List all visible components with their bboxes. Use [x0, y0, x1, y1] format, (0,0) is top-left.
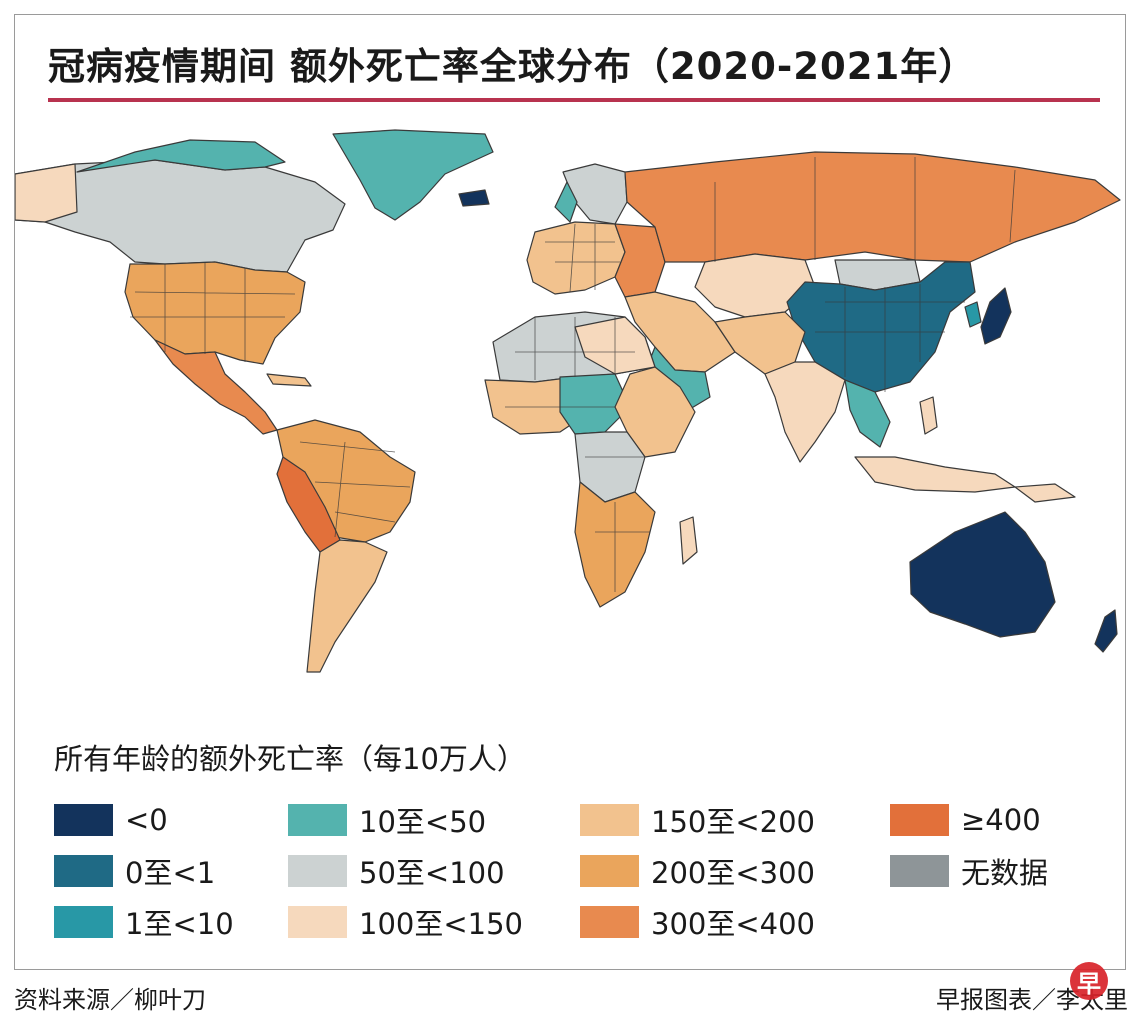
legend-item-50to100: 50至<100 [288, 854, 505, 890]
legend-label: 200至<300 [651, 856, 816, 890]
region-canada-north [76, 139, 286, 173]
legend-label: 300至<400 [651, 907, 816, 941]
region-alaska [15, 163, 78, 223]
legend-label: 100至<150 [359, 907, 524, 941]
legend-swatch [288, 855, 347, 887]
legend-item-200to300: 200至<300 [580, 854, 815, 890]
legend-label: 150至<200 [651, 805, 816, 839]
legend-title: 所有年龄的额外死亡率（每10万人） [54, 742, 526, 776]
region-greenland [332, 129, 494, 221]
legend-label: 10至<50 [359, 805, 487, 839]
region-india [764, 361, 846, 463]
legend-item-150to200: 150至<200 [580, 803, 815, 839]
region-japan [980, 287, 1012, 345]
region-russia [624, 151, 1121, 263]
region-iceland [458, 189, 490, 207]
region-australia [909, 511, 1056, 638]
region-papua [1014, 483, 1076, 503]
publisher-logo: 早 [1070, 962, 1108, 1000]
source-note: 资料来源／柳叶刀 [14, 986, 206, 1014]
legend-swatch [288, 906, 347, 938]
legend-swatch [580, 804, 639, 836]
region-caribbean [266, 373, 312, 387]
region-norway [554, 181, 578, 223]
region-east-africa [614, 366, 696, 458]
legend-item-10to50: 10至<50 [288, 803, 486, 839]
region-indonesia [854, 456, 1016, 493]
region-southeast-asia [844, 379, 891, 448]
legend-label: 1至<10 [125, 907, 234, 941]
legend-label: ≥400 [961, 803, 1041, 837]
region-new-zealand [1094, 609, 1118, 653]
legend-label: <0 [125, 803, 168, 837]
world-map [15, 129, 1121, 673]
legend-item-lt0: <0 [54, 803, 168, 837]
legend-item-no-data: 无数据 [890, 854, 1048, 890]
legend-item-gte400: ≥400 [890, 803, 1041, 837]
region-philippines [919, 396, 938, 435]
legend-swatch [580, 855, 639, 887]
legend-swatch [580, 906, 639, 938]
figure-title: 冠病疫情期间 额外死亡率全球分布（2020-2021年） [48, 45, 977, 88]
region-madagascar [679, 516, 698, 565]
legend-swatch [890, 855, 949, 887]
legend-item-300to400: 300至<400 [580, 905, 815, 941]
legend-swatch [54, 804, 113, 836]
title-underline [48, 98, 1100, 102]
legend-swatch [890, 804, 949, 836]
region-iran-pakistan [714, 311, 806, 375]
legend-label: 50至<100 [359, 856, 505, 890]
legend-label: 无数据 [961, 856, 1049, 890]
region-scandinavia [562, 163, 628, 225]
region-middle-east [624, 291, 736, 373]
legend-item-0to1: 0至<1 [54, 854, 215, 890]
legend-swatch [54, 906, 113, 938]
region-korea [964, 301, 982, 328]
region-south-america-south [306, 539, 388, 673]
region-europe-west [526, 221, 626, 295]
legend-label: 0至<1 [125, 856, 216, 890]
legend-swatch [54, 855, 113, 887]
region-usa [124, 261, 306, 365]
legend-item-100to150: 100至<150 [288, 905, 523, 941]
legend-swatch [288, 804, 347, 836]
legend-item-1to10: 1至<10 [54, 905, 234, 941]
